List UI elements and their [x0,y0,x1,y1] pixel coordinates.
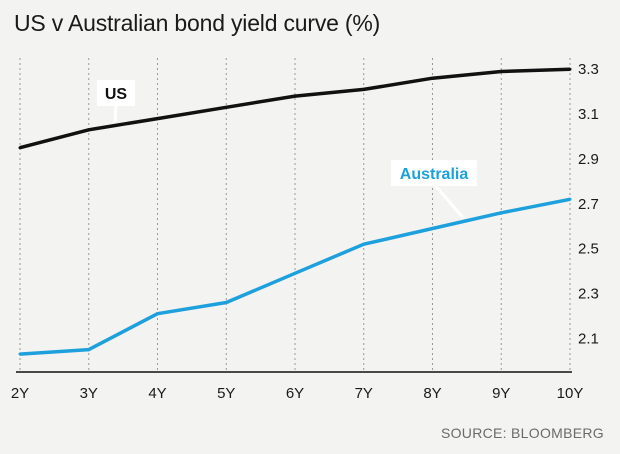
x-tick-label: 10Y [557,385,584,402]
x-tick-label: 6Y [286,385,304,402]
y-tick-label: 2.7 [578,196,599,213]
series-labels: US Australia [97,80,477,220]
x-tick-label: 8Y [423,385,441,402]
australia-point [431,226,434,230]
us-point [499,69,503,73]
australia-label-text: Australia [400,166,469,183]
us-point [224,105,228,109]
us-label-pointer [113,103,118,123]
australia-point [362,242,366,246]
us-series-label: US [97,80,135,123]
australia-point [18,352,22,356]
australia-point [87,348,91,352]
australia-label-pointer [432,183,466,220]
us-point [156,117,159,121]
us-point [568,67,572,71]
us-label-text: US [105,86,128,103]
australia-point [156,312,159,316]
us-point [431,76,434,80]
australia-series-line [19,197,571,356]
y-tick-label: 2.5 [578,241,599,258]
australia-series-label: Australia [391,160,477,220]
source-note: SOURCE: BLOOMBERG [440,425,604,441]
y-tick-label: 3.3 [578,61,599,78]
us-point [87,128,91,132]
australia-point [568,197,572,201]
australia-point [499,211,503,215]
x-tick-label: 2Y [11,385,29,402]
us-point [362,87,366,91]
us-label-box [97,80,135,106]
y-tick-label: 2.3 [578,286,599,303]
grid-lines [19,58,571,372]
x-tick-label: 9Y [492,385,510,402]
series-lines [18,67,572,356]
x-axis: 2.1 2.3 2.5 2.7 2.9 3.1 3.3 2Y 3Y 4Y 5Y 6Y 7Y 8Y 9Y 10Y [11,61,599,402]
x-tick-label: 7Y [355,385,373,402]
australia-point [293,271,297,275]
y-tick-label: 3.1 [578,106,599,123]
x-tick-label: 3Y [80,385,98,402]
australia-point [224,300,228,304]
y-tick-label: 2.1 [578,330,599,347]
x-tick-label: 5Y [217,385,235,402]
australia-label-box [391,160,477,186]
y-tick-label: 2.9 [578,151,599,168]
chart-title: US v Australian bond yield curve (%) [14,10,381,36]
us-point [293,94,297,98]
x-tick-label: 4Y [148,385,166,402]
us-point [18,146,22,150]
